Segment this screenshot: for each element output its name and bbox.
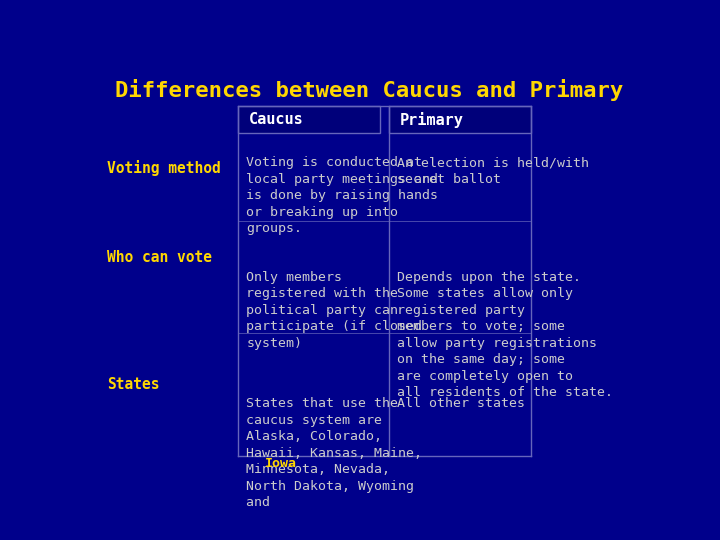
Text: All other states: All other states [397,397,525,410]
Text: Differences between Caucus and Primary: Differences between Caucus and Primary [115,79,623,102]
Text: Iowa: Iowa [264,457,297,470]
Text: Primary: Primary [400,112,464,128]
Text: States: States [107,377,159,392]
Text: Only members
registered with the
political party can
participate (if closed
syst: Only members registered with the politic… [246,271,422,349]
Text: States that use the
caucus system are
Alaska, Colorado,
Hawaii, Kansas, Maine,
M: States that use the caucus system are Al… [246,397,422,509]
FancyBboxPatch shape [389,106,531,133]
FancyBboxPatch shape [238,106,380,133]
Text: Who can vote: Who can vote [107,250,212,265]
Text: Depends upon the state.
Some states allow only
registered party
members to vote;: Depends upon the state. Some states allo… [397,271,613,399]
Text: An election is held/with
secret ballot: An election is held/with secret ballot [397,156,589,186]
Text: Voting is conducted at
local party meetings and
is done by raising hands
or brea: Voting is conducted at local party meeti… [246,156,438,235]
Text: Voting method: Voting method [107,160,220,177]
Text: Caucus: Caucus [249,112,304,127]
